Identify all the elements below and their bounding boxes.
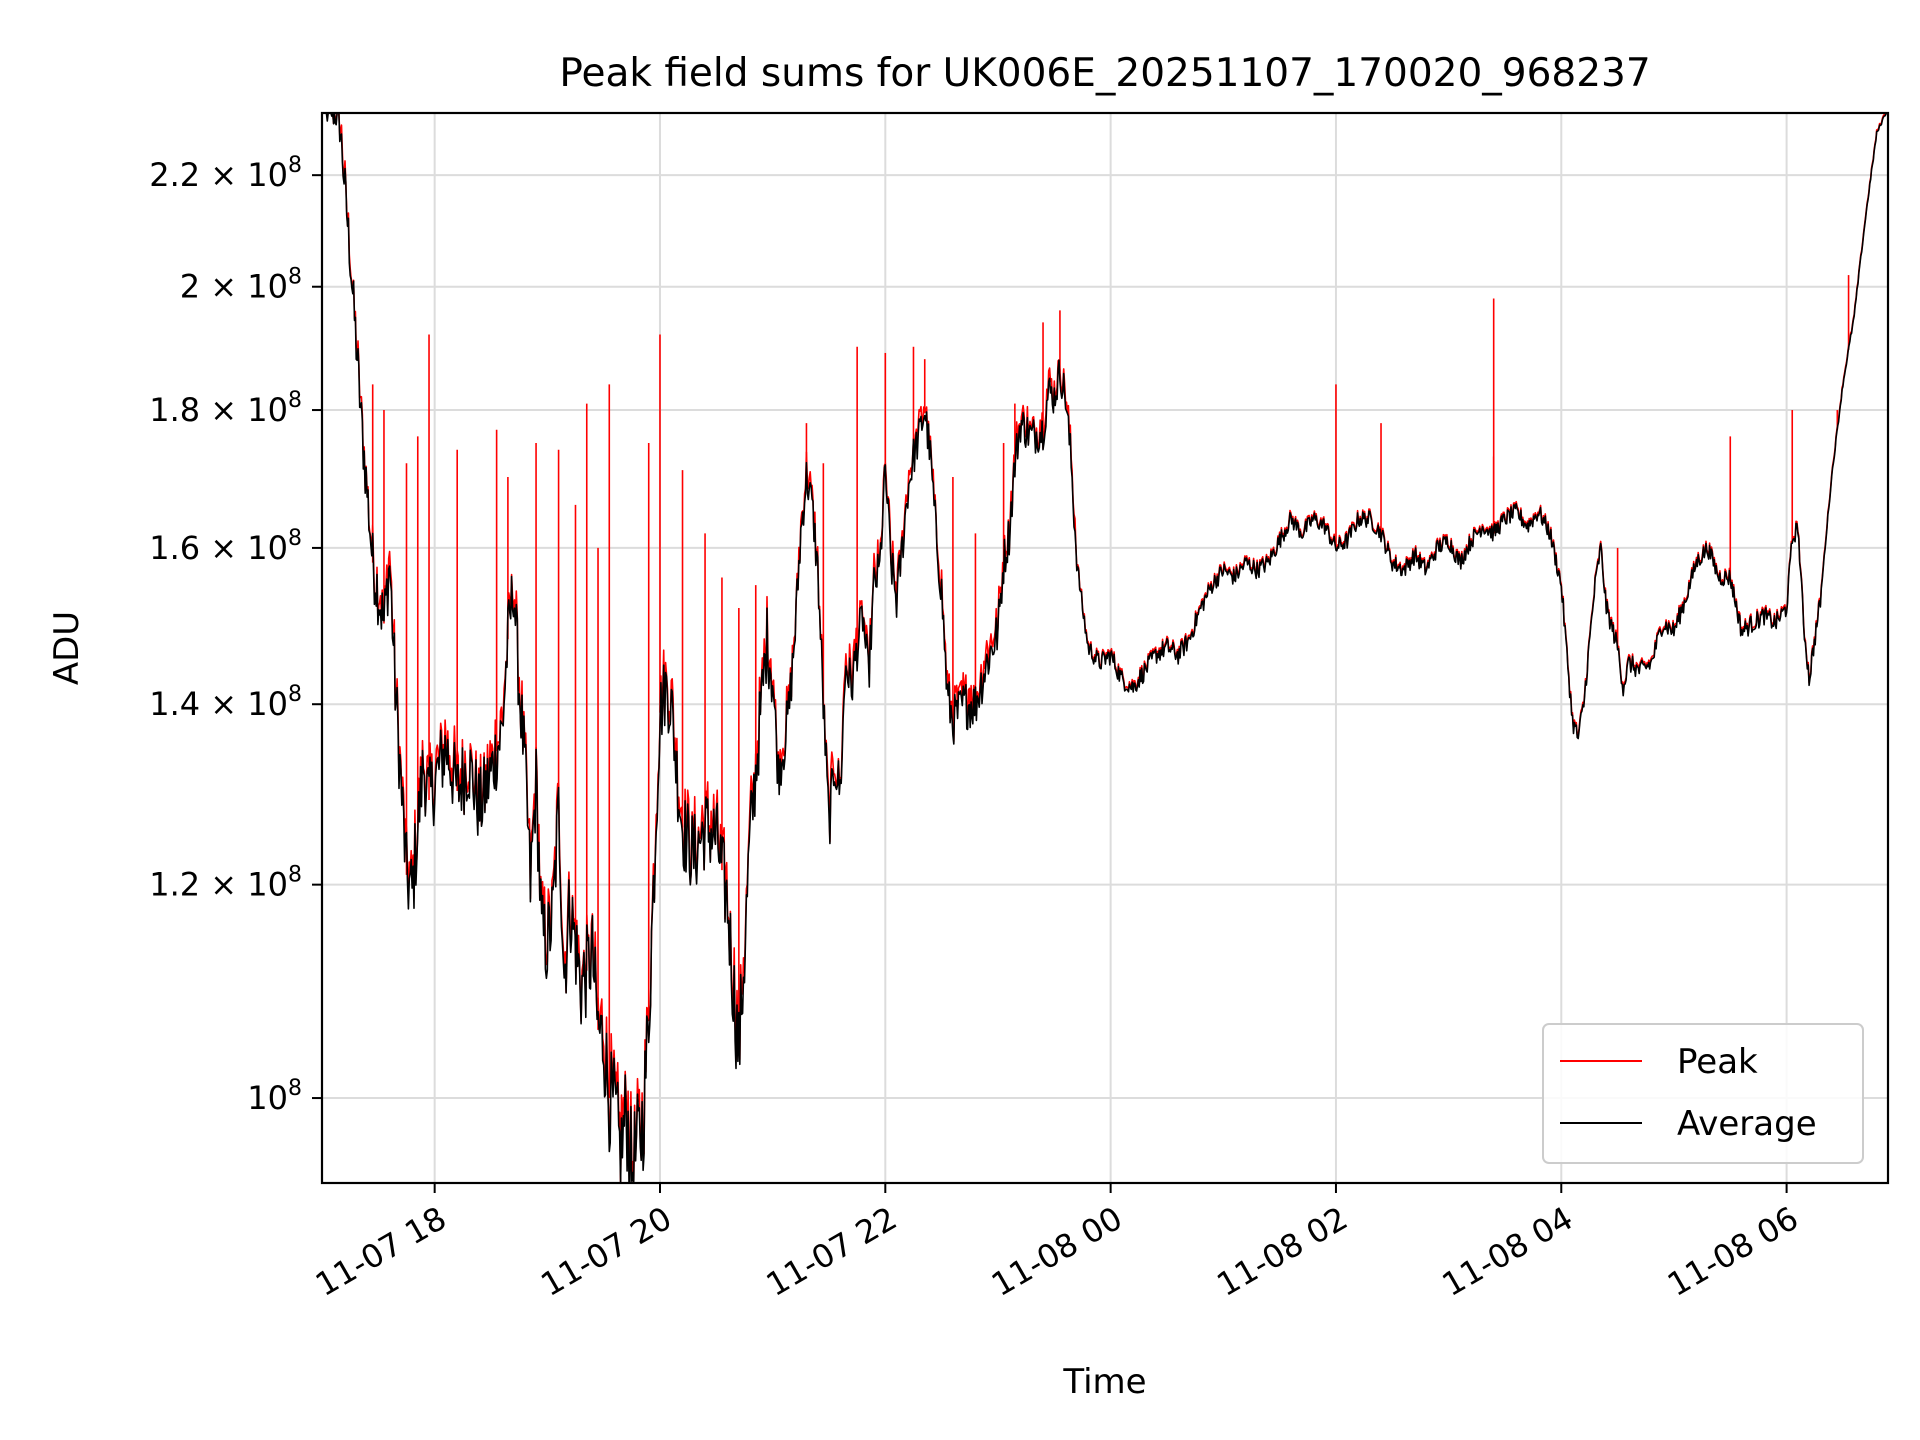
average-series-line: [322, 112, 1888, 1184]
grid: [322, 113, 1888, 1183]
y-tick-label: 1.8 × 108: [149, 388, 302, 429]
y-tick-label: 1.4 × 108: [149, 682, 302, 723]
y-tick-label: 1.2 × 108: [149, 863, 302, 904]
legend-box: [1542, 1023, 1864, 1164]
series-layer: [322, 112, 1888, 1184]
legend-label-average: Average: [1677, 1104, 1817, 1144]
legend-label-peak: Peak: [1677, 1042, 1758, 1082]
y-axis-label: ADU: [47, 611, 87, 685]
legend: Peak Average: [1542, 1023, 1864, 1164]
y-tick-label: 1.6 × 108: [149, 526, 302, 567]
plot-frame: [320, 111, 1890, 1185]
chart-title: Peak field sums for UK006E_20251107_1700…: [559, 51, 1650, 96]
y-tick-label: 2.2 × 108: [149, 153, 302, 194]
x-axis-label: Time: [1062, 1362, 1146, 1402]
y-tick-label: 2 × 108: [180, 265, 302, 306]
y-tick-label: 108: [247, 1076, 302, 1117]
